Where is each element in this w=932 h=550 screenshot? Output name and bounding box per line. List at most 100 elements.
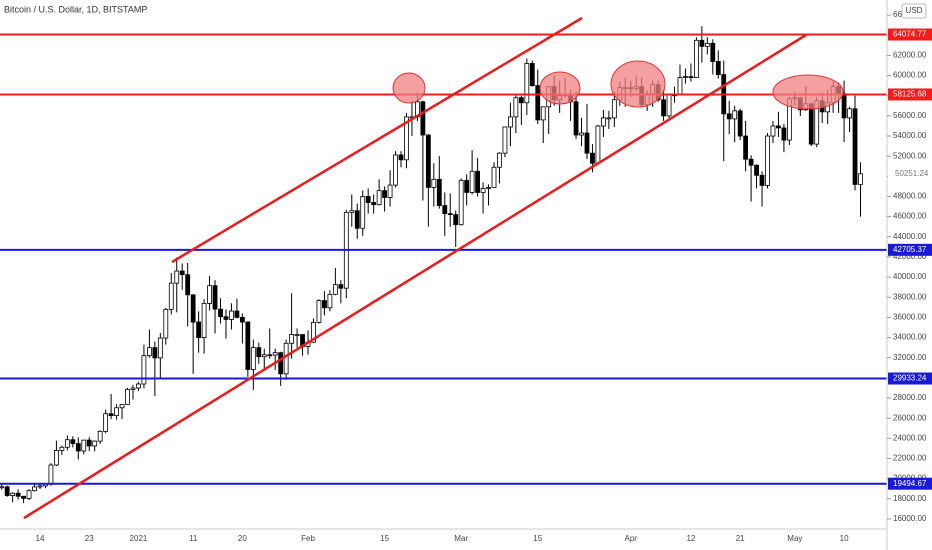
currency-badge [901, 3, 927, 19]
candle-body [81, 439, 87, 452]
candle-body [201, 302, 207, 338]
candle-body [754, 164, 759, 176]
candle-body [229, 310, 234, 320]
candle-body [382, 190, 388, 198]
level-label: 29933.24 [893, 374, 927, 383]
candle-body [666, 94, 672, 117]
candle-body [223, 316, 229, 320]
candle-body [278, 352, 284, 375]
x-tick-label: 21 [736, 534, 745, 543]
candle-body [480, 188, 486, 193]
candle-body [595, 125, 601, 164]
candle-body [683, 76, 688, 78]
drawings [23, 16, 844, 520]
y-tick-label: 44000.00 [893, 232, 927, 241]
candle-body [404, 116, 409, 161]
level-label-bg [888, 372, 932, 385]
candle-body [92, 440, 98, 447]
y-tick-label: 22000.00 [893, 454, 927, 463]
candle-body [54, 449, 59, 466]
candle-body [513, 97, 519, 118]
candle-body [781, 127, 787, 141]
candle-body [524, 63, 530, 104]
level-label-bg [888, 28, 932, 41]
level-label: 64074.77 [893, 30, 927, 39]
candle-body [130, 387, 136, 390]
candle-body [70, 439, 76, 444]
candle-body [327, 293, 333, 309]
candle-body [245, 321, 251, 370]
candle-body [234, 310, 240, 318]
candle-body [294, 334, 300, 336]
y-tick-label: 56000.00 [893, 111, 927, 120]
candle-body [486, 187, 491, 189]
candle-body [59, 446, 65, 451]
candle-body [146, 347, 152, 357]
last-price-bg [888, 167, 932, 180]
candle-body [190, 294, 196, 323]
x-tick-label: 20 [238, 534, 247, 543]
candle-body [699, 39, 705, 47]
candle-body [748, 158, 754, 166]
candle-body [398, 154, 404, 161]
candle-body [606, 117, 612, 120]
candle-body [32, 486, 37, 492]
candle-body [858, 173, 863, 185]
candle-body [518, 97, 524, 104]
candle-body [371, 202, 377, 206]
candle-body [349, 210, 355, 213]
candle-body [103, 413, 109, 432]
candle-body [15, 492, 21, 497]
candle-body [540, 106, 546, 121]
y-tick-label: 36000.00 [893, 313, 927, 322]
candle-body [573, 101, 579, 136]
candle-body [97, 430, 103, 442]
y-tick-label: 42000.00 [893, 252, 927, 261]
candle-body [114, 407, 119, 417]
candle-body [590, 152, 595, 164]
candle-body [10, 492, 16, 496]
candle-body [332, 284, 338, 295]
y-tick-label: 46000.00 [893, 212, 927, 221]
level-label-bg [888, 88, 932, 101]
highlight-ellipse [772, 74, 844, 110]
y-tick-label: 40000.00 [893, 272, 927, 281]
y-tick-label: 52000.00 [893, 151, 927, 160]
candle-body [852, 108, 858, 185]
y-tick-label: 18000.00 [893, 494, 927, 503]
candle-body [584, 132, 590, 154]
candle-body [770, 125, 776, 137]
y-tick-label: 62000.00 [893, 51, 927, 60]
candle-body [732, 110, 738, 120]
candle-body [458, 179, 464, 226]
highlight-ellipse [392, 72, 426, 104]
y-tick-label: 54000.00 [893, 131, 927, 140]
candle-body [354, 210, 360, 229]
candle-body [420, 101, 426, 136]
candle-body [207, 285, 212, 304]
candle-body [436, 178, 442, 206]
x-tick-label: 10 [840, 534, 849, 543]
candle-body [218, 308, 223, 318]
candle-body [425, 134, 431, 188]
candle-body [64, 439, 70, 448]
candle-body [179, 270, 185, 276]
candle-body [239, 316, 245, 323]
candle-body [508, 116, 513, 128]
trend-line [171, 16, 583, 264]
y-tick-label: 34000.00 [893, 333, 927, 342]
x-tick-label: 11 [189, 534, 198, 543]
candle-body [48, 464, 54, 485]
x-tick-label: 2021 [130, 534, 148, 543]
x-tick-label: Apr [625, 534, 638, 543]
candle-body [661, 99, 666, 117]
x-tick-label: 23 [85, 534, 94, 543]
candle-body [212, 285, 218, 310]
candle-body [141, 355, 147, 385]
candle-body [535, 85, 541, 121]
x-tick-label: Feb [301, 534, 315, 543]
candle-body [776, 125, 781, 129]
candle-body [715, 61, 721, 75]
candle-body [125, 388, 130, 405]
